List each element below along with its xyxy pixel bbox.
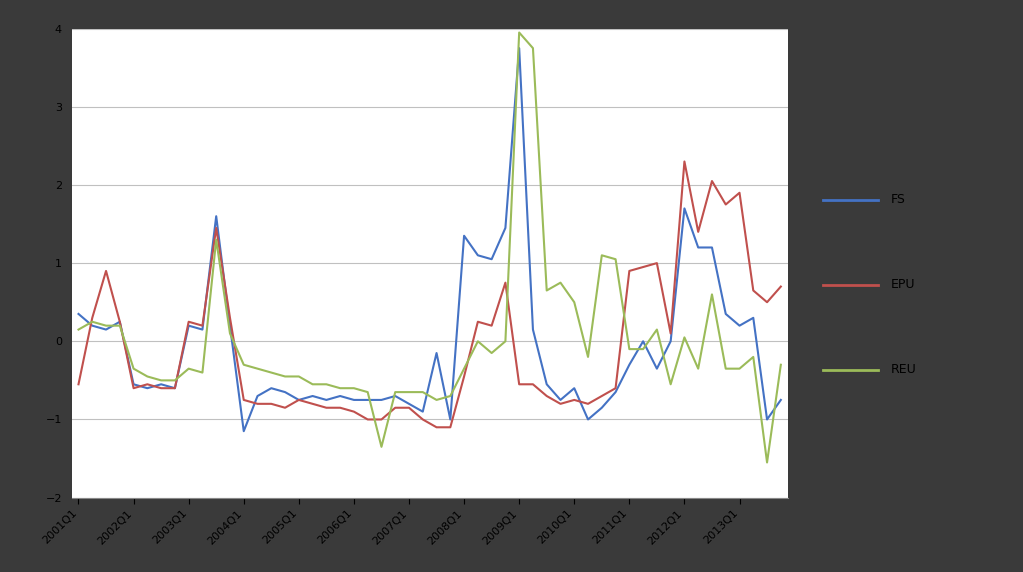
REU bbox=[73, 326, 85, 333]
Text: FS: FS bbox=[891, 193, 906, 206]
FS bbox=[237, 428, 250, 435]
Text: EPU: EPU bbox=[891, 278, 916, 291]
FS bbox=[458, 232, 471, 239]
EPU bbox=[514, 381, 526, 388]
REU bbox=[540, 287, 552, 294]
EPU bbox=[73, 381, 85, 388]
FS bbox=[416, 408, 429, 415]
Text: REU: REU bbox=[891, 363, 917, 376]
REU bbox=[403, 389, 415, 396]
EPU bbox=[458, 373, 471, 380]
REU bbox=[444, 392, 456, 399]
FS bbox=[128, 381, 140, 388]
EPU bbox=[678, 158, 691, 165]
REU bbox=[774, 362, 787, 368]
FS bbox=[774, 396, 787, 403]
EPU bbox=[128, 385, 140, 392]
Line: EPU: EPU bbox=[79, 161, 781, 427]
EPU bbox=[403, 404, 415, 411]
REU bbox=[761, 459, 773, 466]
FS bbox=[527, 326, 539, 333]
FS bbox=[73, 311, 85, 317]
EPU bbox=[320, 404, 332, 411]
FS bbox=[514, 45, 526, 51]
REU bbox=[499, 338, 512, 345]
REU bbox=[320, 381, 332, 388]
Line: FS: FS bbox=[79, 48, 781, 431]
EPU bbox=[431, 424, 443, 431]
REU bbox=[514, 29, 526, 36]
Line: REU: REU bbox=[79, 33, 781, 462]
REU bbox=[128, 366, 140, 372]
EPU bbox=[540, 392, 552, 399]
EPU bbox=[774, 283, 787, 290]
FS bbox=[333, 392, 346, 399]
FS bbox=[554, 396, 567, 403]
